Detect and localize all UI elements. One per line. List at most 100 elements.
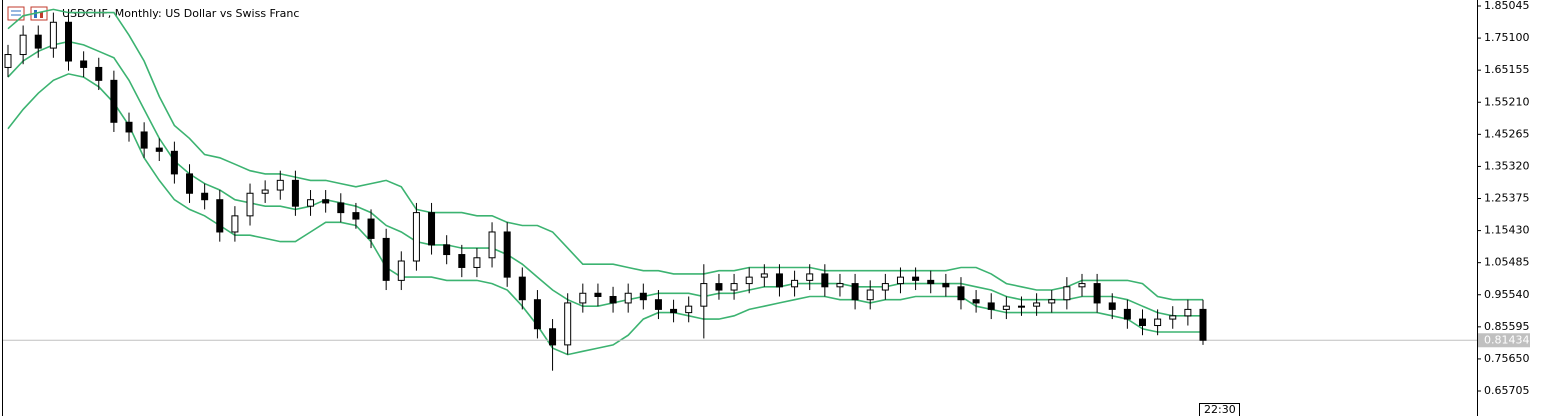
candle-body bbox=[1063, 286, 1071, 301]
candle-body bbox=[942, 283, 950, 288]
candle-body bbox=[730, 283, 738, 291]
chart-title: USDCHF, Monthly: US Dollar vs Swiss Fran… bbox=[62, 7, 299, 20]
icon bbox=[40, 12, 43, 18]
candle-body bbox=[246, 192, 254, 217]
candle-body bbox=[654, 299, 662, 310]
candle-body bbox=[972, 299, 980, 304]
y-tick-label: 1.15430 bbox=[1484, 224, 1530, 237]
candle-body bbox=[1108, 302, 1116, 310]
current-price-box bbox=[1478, 333, 1530, 348]
candle-body bbox=[458, 254, 466, 268]
candle-body bbox=[700, 283, 708, 307]
candle-body bbox=[1184, 308, 1192, 317]
candle-body bbox=[579, 292, 587, 304]
y-tick-label: 1.25375 bbox=[1484, 192, 1530, 205]
candle-body bbox=[125, 121, 133, 133]
candle-body bbox=[806, 273, 814, 281]
candle-body bbox=[382, 237, 390, 281]
candle-body bbox=[912, 276, 920, 281]
candle-body bbox=[170, 150, 178, 175]
bollinger-band bbox=[7, 8, 1203, 301]
y-tick-label: 1.85045 bbox=[1484, 0, 1530, 12]
candle-body bbox=[1154, 318, 1162, 327]
candle-body bbox=[594, 292, 602, 297]
y-tick-label: 0.95540 bbox=[1484, 288, 1530, 301]
candle-body bbox=[201, 192, 209, 201]
y-tick-label: 1.55210 bbox=[1484, 95, 1530, 108]
candle-body bbox=[443, 244, 451, 256]
candle-body bbox=[276, 179, 284, 191]
candle-body bbox=[1123, 308, 1131, 320]
candle-body bbox=[1033, 302, 1041, 307]
candle-body bbox=[367, 218, 375, 239]
candle-body bbox=[624, 292, 632, 304]
candle-body bbox=[4, 54, 12, 68]
candle-body bbox=[639, 292, 647, 301]
candle-body bbox=[412, 212, 420, 262]
candle-body bbox=[549, 328, 557, 346]
candle-body bbox=[216, 199, 224, 233]
candle-body bbox=[80, 60, 88, 68]
candle-body bbox=[95, 66, 103, 81]
candle-body bbox=[775, 273, 783, 288]
candle-body bbox=[1169, 315, 1177, 320]
bollinger-band bbox=[7, 40, 1203, 317]
candle-body bbox=[866, 289, 874, 301]
candle-body bbox=[1078, 283, 1086, 288]
candle-body bbox=[337, 202, 345, 214]
candle-body bbox=[851, 283, 859, 301]
candle-body bbox=[1199, 308, 1207, 341]
candle-body bbox=[488, 231, 496, 259]
time-label-box bbox=[1199, 403, 1240, 416]
candle-body bbox=[186, 173, 194, 194]
candle-body bbox=[670, 308, 678, 314]
candle-body bbox=[564, 302, 572, 346]
candle-body bbox=[760, 273, 768, 278]
candle-body bbox=[821, 273, 829, 288]
candle-body bbox=[715, 283, 723, 291]
y-tick-label: 1.35320 bbox=[1484, 159, 1530, 172]
candle-body bbox=[473, 257, 481, 268]
candle-body bbox=[49, 21, 57, 49]
candle-body bbox=[110, 79, 118, 123]
candle-body bbox=[261, 189, 269, 194]
candle-body bbox=[34, 34, 42, 49]
candle-body bbox=[518, 276, 526, 301]
candle-body bbox=[1093, 283, 1101, 304]
candle-body bbox=[896, 276, 904, 285]
y-tick-label: 0.75650 bbox=[1484, 352, 1530, 365]
candle-body bbox=[927, 279, 935, 285]
current-price-label: 0.81434 bbox=[1484, 333, 1530, 346]
y-tick-label: 1.45265 bbox=[1484, 127, 1530, 140]
candle-body bbox=[1017, 305, 1025, 308]
candle-body bbox=[428, 212, 436, 246]
candle-body bbox=[1002, 305, 1010, 310]
candle-body bbox=[307, 199, 315, 207]
candle-body bbox=[685, 305, 693, 314]
candle-body bbox=[352, 212, 360, 220]
candle-body bbox=[1138, 318, 1146, 327]
y-tick-label: 1.05485 bbox=[1484, 256, 1530, 269]
candle-body bbox=[291, 179, 299, 207]
bollinger-band bbox=[7, 73, 1203, 356]
y-tick-label: 1.65155 bbox=[1484, 63, 1530, 76]
candle-body bbox=[836, 283, 844, 288]
candle-body bbox=[745, 276, 753, 285]
candle-body bbox=[1048, 299, 1056, 304]
candle-body bbox=[533, 299, 541, 330]
candle-body bbox=[987, 302, 995, 310]
candle-body bbox=[609, 295, 617, 304]
candle-body bbox=[19, 34, 27, 56]
y-tick-label: 1.75100 bbox=[1484, 31, 1530, 44]
candle-body bbox=[791, 279, 799, 288]
candle-body bbox=[155, 147, 163, 152]
time-label: 22:30 bbox=[1204, 403, 1236, 416]
candle-body bbox=[322, 199, 330, 204]
candle-body bbox=[397, 260, 405, 281]
y-tick-label: 0.65705 bbox=[1484, 384, 1530, 397]
icon bbox=[7, 6, 25, 21]
candle-body bbox=[65, 21, 73, 62]
candle-body bbox=[231, 215, 239, 233]
